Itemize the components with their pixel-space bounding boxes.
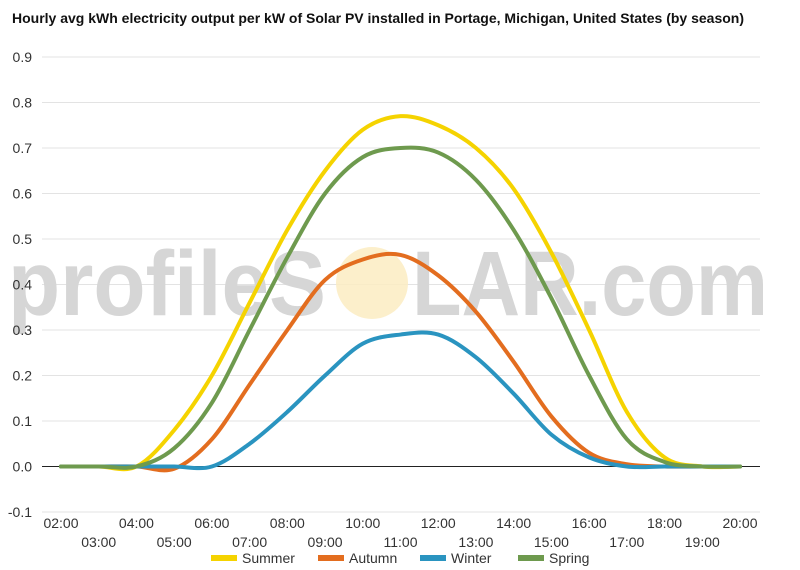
y-tick-label: 0.3: [13, 322, 33, 338]
x-tick-label: 19:00: [685, 534, 720, 550]
y-tick-label: 0.5: [13, 231, 33, 247]
legend-swatch: [318, 555, 344, 561]
x-tick-label: 02:00: [43, 515, 78, 531]
legend-item-spring[interactable]: Spring: [518, 550, 589, 566]
x-axis: 02:0003:0004:0005:0006:0007:0008:0009:00…: [43, 515, 757, 550]
legend-swatch: [518, 555, 544, 561]
series-line-autumn: [59, 251, 742, 473]
x-tick-label: 11:00: [384, 534, 418, 550]
x-tick-label: 18:00: [647, 515, 682, 531]
watermark: profileS LAR.com: [8, 233, 768, 335]
legend-label: Winter: [451, 550, 492, 566]
x-tick-label: 15:00: [534, 534, 569, 550]
y-tick-label: -0.1: [8, 504, 32, 520]
x-tick-label: 14:00: [496, 515, 531, 531]
y-tick-label: 0.2: [13, 368, 33, 384]
legend-label: Spring: [549, 550, 589, 566]
series-line-spring: [59, 145, 742, 470]
y-tick-label: 0.9: [13, 49, 33, 65]
x-tick-label: 20:00: [722, 515, 757, 531]
y-tick-label: 0.6: [13, 186, 33, 202]
legend-label: Autumn: [349, 550, 397, 566]
x-tick-label: 07:00: [232, 534, 267, 550]
x-tick-label: 09:00: [308, 534, 343, 550]
legend-label: Summer: [242, 550, 295, 566]
legend[interactable]: Summer Autumn Winter Spring: [211, 550, 589, 566]
x-tick-label: 05:00: [157, 534, 192, 550]
series-line-summer: [59, 114, 742, 472]
x-tick-label: 10:00: [345, 515, 380, 531]
chart-title: Hourly avg kWh electricity output per kW…: [12, 10, 745, 26]
y-tick-label: 0.0: [13, 459, 33, 475]
x-tick-label: 17:00: [609, 534, 644, 550]
x-tick-label: 08:00: [270, 515, 305, 531]
series-line-winter: [59, 330, 742, 471]
y-tick-label: 0.7: [13, 140, 33, 156]
y-tick-label: 0.4: [13, 277, 33, 293]
legend-swatch: [420, 555, 446, 561]
y-tick-label: 0.1: [13, 413, 33, 429]
legend-item-summer[interactable]: Summer: [211, 550, 295, 566]
y-tick-label: 0.8: [13, 95, 33, 111]
x-tick-label: 12:00: [421, 515, 456, 531]
watermark-sun-icon: [336, 247, 408, 319]
series-lines: [59, 114, 742, 473]
watermark-text-right: LAR.com: [412, 233, 768, 335]
legend-item-winter[interactable]: Winter: [420, 550, 492, 566]
x-tick-label: 13:00: [458, 534, 493, 550]
legend-swatch: [211, 555, 237, 561]
x-tick-label: 16:00: [572, 515, 607, 531]
x-tick-label: 04:00: [119, 515, 154, 531]
x-tick-label: 06:00: [194, 515, 229, 531]
legend-item-autumn[interactable]: Autumn: [318, 550, 397, 566]
x-tick-label: 03:00: [81, 534, 116, 550]
